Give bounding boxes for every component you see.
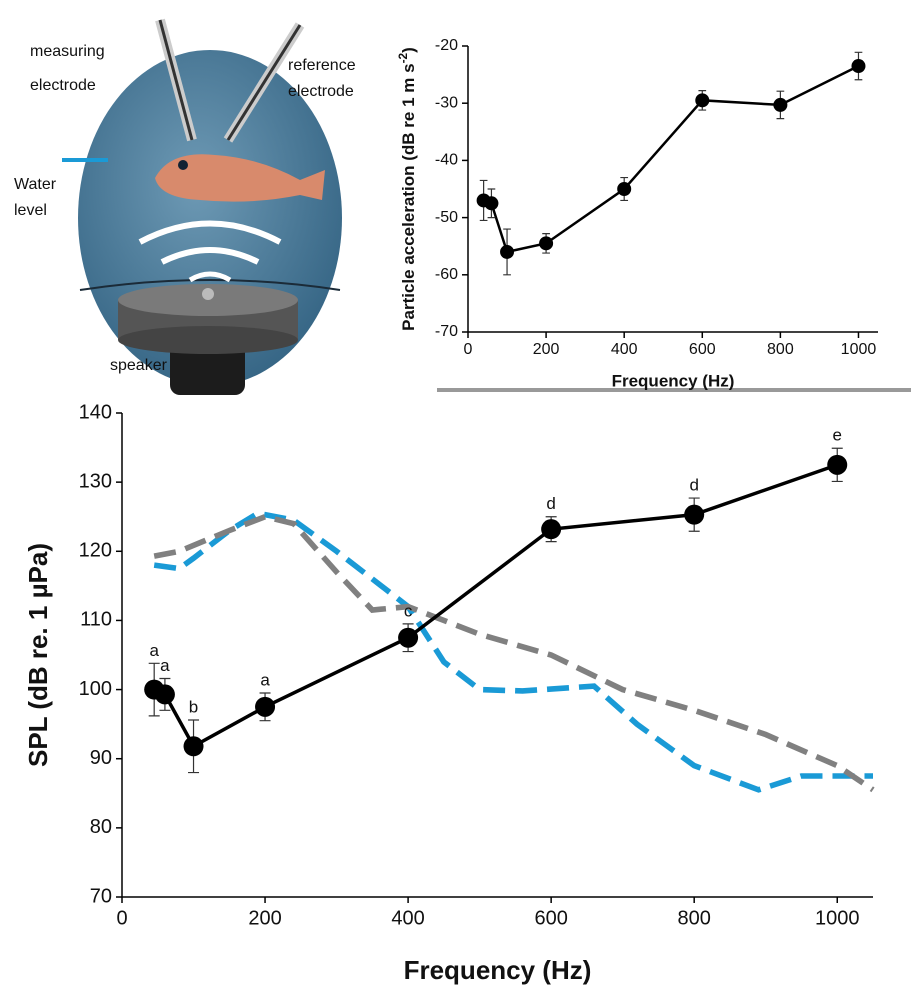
y-axis-title: Particle acceleration (dB re 1 m s-2) xyxy=(396,47,418,331)
annotation: a xyxy=(260,671,270,690)
y-tick-label: -20 xyxy=(435,37,458,54)
y-tick-label: -30 xyxy=(435,94,458,111)
x-tick-label: 600 xyxy=(689,341,716,358)
y-axis-title-sup: -2 xyxy=(396,52,410,63)
y-axis-title-text: SPL (dB re. 1 µPa) xyxy=(23,543,53,767)
annotation: b xyxy=(189,697,198,716)
point xyxy=(154,684,175,705)
point xyxy=(541,519,562,540)
label: electrode xyxy=(288,83,354,100)
y-tick-label: -70 xyxy=(435,323,458,340)
y-tick-label: -40 xyxy=(435,152,458,169)
y-tick-label: 130 xyxy=(79,470,112,492)
point xyxy=(684,504,705,525)
point xyxy=(851,59,866,74)
label: electrode xyxy=(30,77,96,94)
speaker-base xyxy=(170,340,245,395)
y-axis-title-end: ) xyxy=(399,47,418,53)
x-tick-label: 1000 xyxy=(815,907,860,929)
point xyxy=(255,696,276,717)
x-axis-title: Frequency (Hz) xyxy=(404,955,592,985)
y-tick-label: 100 xyxy=(79,678,112,700)
fish-eye xyxy=(178,160,188,170)
label: Water xyxy=(14,176,57,193)
point xyxy=(500,244,515,259)
y-axis-title-text: Particle acceleration (dB re 1 m s xyxy=(399,63,418,330)
y-axis-title: SPL (dB re. 1 µPa) xyxy=(23,543,53,767)
annotation: c xyxy=(404,601,413,620)
y-tick-label: 80 xyxy=(90,816,112,838)
y-tick-label: 90 xyxy=(90,747,112,769)
y-tick-label: 70 xyxy=(90,885,112,907)
point xyxy=(617,182,632,196)
point xyxy=(539,236,554,251)
y-tick-label: -60 xyxy=(435,266,458,283)
annotation: d xyxy=(546,494,555,513)
dashed-line xyxy=(153,510,873,793)
x-tick-label: 0 xyxy=(464,341,473,358)
fish xyxy=(155,154,325,202)
label: reference xyxy=(288,57,356,74)
x-tick-label: 800 xyxy=(678,907,711,929)
y-tick-label: 110 xyxy=(80,609,112,631)
electrode-wire xyxy=(158,19,194,141)
point xyxy=(484,196,499,211)
setup-illustration: measuring electrode reference electrode … xyxy=(14,18,356,395)
wave xyxy=(188,271,232,283)
annotation: a xyxy=(149,641,159,660)
y-tick-label: 120 xyxy=(79,540,112,562)
x-axis-title: Frequency (Hz) xyxy=(612,371,735,390)
x-tick-label: 600 xyxy=(534,907,567,929)
wave xyxy=(160,247,260,265)
x-tick-label: 200 xyxy=(248,907,281,929)
speaker-knob xyxy=(202,288,214,300)
x-tick-label: 0 xyxy=(116,907,127,929)
point xyxy=(773,97,788,112)
electrode-wire xyxy=(226,24,302,141)
point xyxy=(183,736,204,757)
point xyxy=(827,454,848,475)
annotation: d xyxy=(689,476,698,495)
series-line xyxy=(483,64,860,254)
x-tick-label: 400 xyxy=(391,907,424,929)
point xyxy=(695,93,710,108)
annotation: e xyxy=(833,426,842,445)
label: speaker xyxy=(110,357,168,374)
y-tick-label: 140 xyxy=(79,401,112,423)
tank-edge xyxy=(79,279,341,291)
label: level xyxy=(14,202,47,219)
x-tick-label: 1000 xyxy=(841,341,877,358)
annotation: a xyxy=(160,656,170,675)
dashed-line xyxy=(153,513,875,793)
x-tick-label: 800 xyxy=(767,341,794,358)
y-tick-label: -50 xyxy=(435,209,458,226)
x-tick-label: 400 xyxy=(611,341,638,358)
speaker-bottom xyxy=(118,326,298,354)
x-tick-label: 200 xyxy=(533,341,560,358)
wave xyxy=(138,220,282,245)
point xyxy=(398,627,419,648)
label: measuring xyxy=(30,43,105,60)
